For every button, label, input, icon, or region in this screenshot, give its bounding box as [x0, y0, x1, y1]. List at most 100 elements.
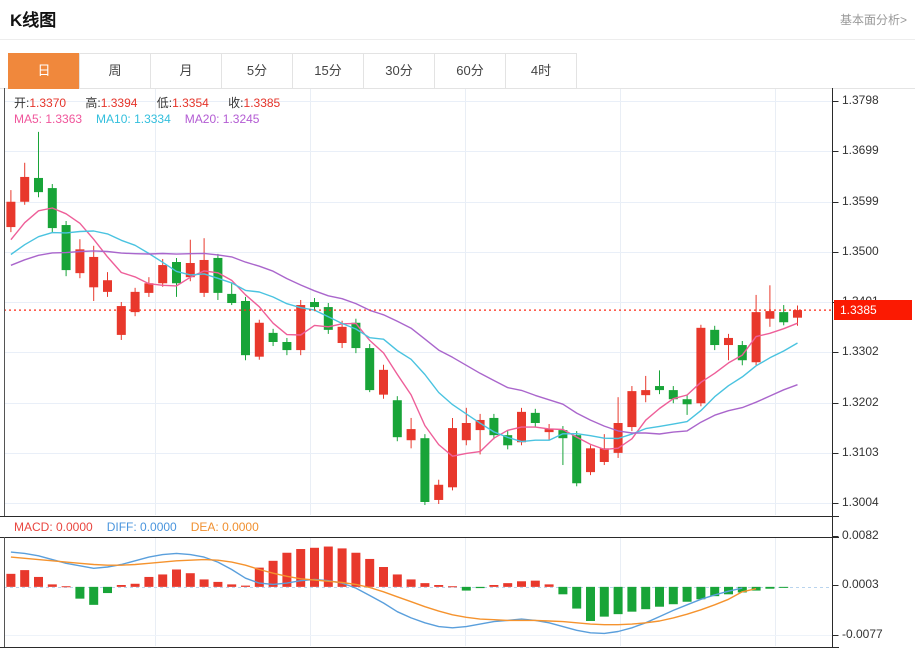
macd-bar	[75, 586, 85, 599]
candle-body	[420, 438, 430, 502]
candle-body	[227, 293, 237, 304]
tab-week[interactable]: 周	[79, 53, 151, 89]
tab-day[interactable]: 日	[8, 53, 80, 89]
tab-30min[interactable]: 30分	[363, 53, 435, 89]
fundamental-analysis-link[interactable]: 基本面分析>	[839, 13, 907, 27]
macd-bar	[586, 586, 595, 621]
page-title: K线图	[10, 11, 57, 30]
macd-bar	[461, 586, 471, 591]
open-label: 开:	[14, 96, 30, 110]
ma20-readout: MA20: 1.3245	[184, 112, 260, 126]
macd-bar	[475, 586, 485, 589]
candle-body	[572, 435, 582, 484]
macd-bar	[655, 586, 664, 607]
macd-bar	[158, 574, 168, 587]
macd-bar	[172, 569, 181, 587]
ma20-line	[10, 250, 798, 435]
macd-bar	[103, 586, 112, 594]
price-axis-label: 1.3798	[842, 93, 879, 107]
macd-bar	[544, 584, 554, 587]
macd-bar	[572, 586, 582, 609]
candle-body	[530, 412, 540, 424]
candle-body	[724, 337, 733, 346]
price-axis-label: 1.3103	[842, 444, 879, 459]
macd-bar	[489, 585, 499, 587]
macd-axis-label: -0.0077	[842, 626, 883, 641]
candle-body	[696, 327, 706, 404]
tab-month[interactable]: 月	[150, 53, 222, 89]
macd-bar	[282, 552, 292, 587]
tab-4hour[interactable]: 4时	[505, 53, 577, 89]
candle-body	[310, 302, 319, 308]
candle-body	[599, 448, 609, 462]
plot-borders	[0, 88, 839, 648]
macd-bar	[130, 583, 140, 587]
low-value: 1.3354	[172, 96, 209, 110]
candle-body	[268, 332, 278, 342]
candle-body	[323, 307, 333, 330]
macd-axis-label: 0.0082	[842, 528, 879, 542]
candle-body	[241, 300, 250, 356]
macd-histogram-group	[6, 546, 789, 621]
macd-readout: MACD: 0.0000 DIFF: 0.0000 DEA: 0.0000	[14, 520, 273, 534]
macd-bar	[323, 546, 333, 587]
macd-bar	[379, 567, 388, 587]
candle-body	[337, 326, 347, 344]
candle-body	[75, 249, 85, 274]
candle-body	[89, 256, 99, 288]
candle-body	[185, 263, 195, 278]
candle-body	[144, 283, 154, 293]
macd-bar	[517, 581, 526, 587]
tab-60min[interactable]: 60分	[434, 53, 506, 89]
macd-bar	[185, 573, 195, 587]
candle-body	[489, 417, 499, 436]
close-value: 1.3385	[243, 96, 281, 110]
macd-bar	[392, 574, 402, 587]
macd-axis-label: 0.0003	[842, 577, 879, 591]
candle-body	[213, 257, 223, 293]
high-label: 高:	[85, 96, 101, 110]
high-value: 1.3394	[100, 96, 138, 110]
candle-body	[503, 435, 513, 446]
low-label: 低:	[156, 96, 173, 110]
price-axis-label: 1.3004	[842, 495, 879, 509]
macd-bar	[116, 585, 126, 587]
ma-readout: MA5: 1.3363 MA10: 1.3334 MA20: 1.3245	[14, 112, 273, 126]
candle-body	[668, 390, 678, 400]
period-tabs: 日周月 5分 15分 30分 60分 4时	[8, 53, 577, 89]
macd-bar	[241, 585, 250, 587]
price-axis-label: 1.3302	[842, 344, 879, 359]
tab-15min[interactable]: 15分	[292, 53, 364, 89]
tab-5min[interactable]: 5分	[221, 53, 293, 89]
macd-readout: MACD: 0.0000	[14, 520, 93, 534]
candles-group	[6, 131, 802, 506]
diff-readout: DIFF: 0.0000	[106, 520, 177, 534]
open-value: 1.3370	[29, 96, 67, 110]
macd-bar	[682, 586, 692, 602]
macd-bar	[710, 586, 720, 597]
macd-bar	[599, 586, 609, 617]
candle-body	[116, 306, 126, 335]
dea-readout: DEA: 0.0000	[190, 520, 259, 534]
candle-body	[710, 329, 720, 346]
candle-body	[130, 291, 140, 313]
candle-body	[586, 448, 595, 473]
price-axis-label: 1.3202	[842, 394, 879, 409]
candle-body	[434, 484, 444, 500]
candle-body	[392, 400, 402, 438]
candle-body	[282, 341, 292, 351]
candle-body	[793, 310, 802, 318]
macd-bar	[503, 583, 513, 587]
candle-body	[61, 225, 71, 271]
candle-body	[682, 399, 692, 405]
macd-bar	[20, 570, 30, 587]
ohlc-readout: 开:1.3370 高:1.3394 低:1.3354 收:1.3385	[14, 94, 296, 111]
macd-bar	[627, 586, 637, 612]
candle-body	[544, 429, 554, 433]
macd-bar	[765, 586, 775, 589]
candle-body	[379, 369, 388, 395]
candle-body	[448, 428, 457, 488]
macd-bar	[668, 586, 678, 605]
macd-bar	[420, 583, 430, 587]
candle-body	[103, 280, 112, 292]
